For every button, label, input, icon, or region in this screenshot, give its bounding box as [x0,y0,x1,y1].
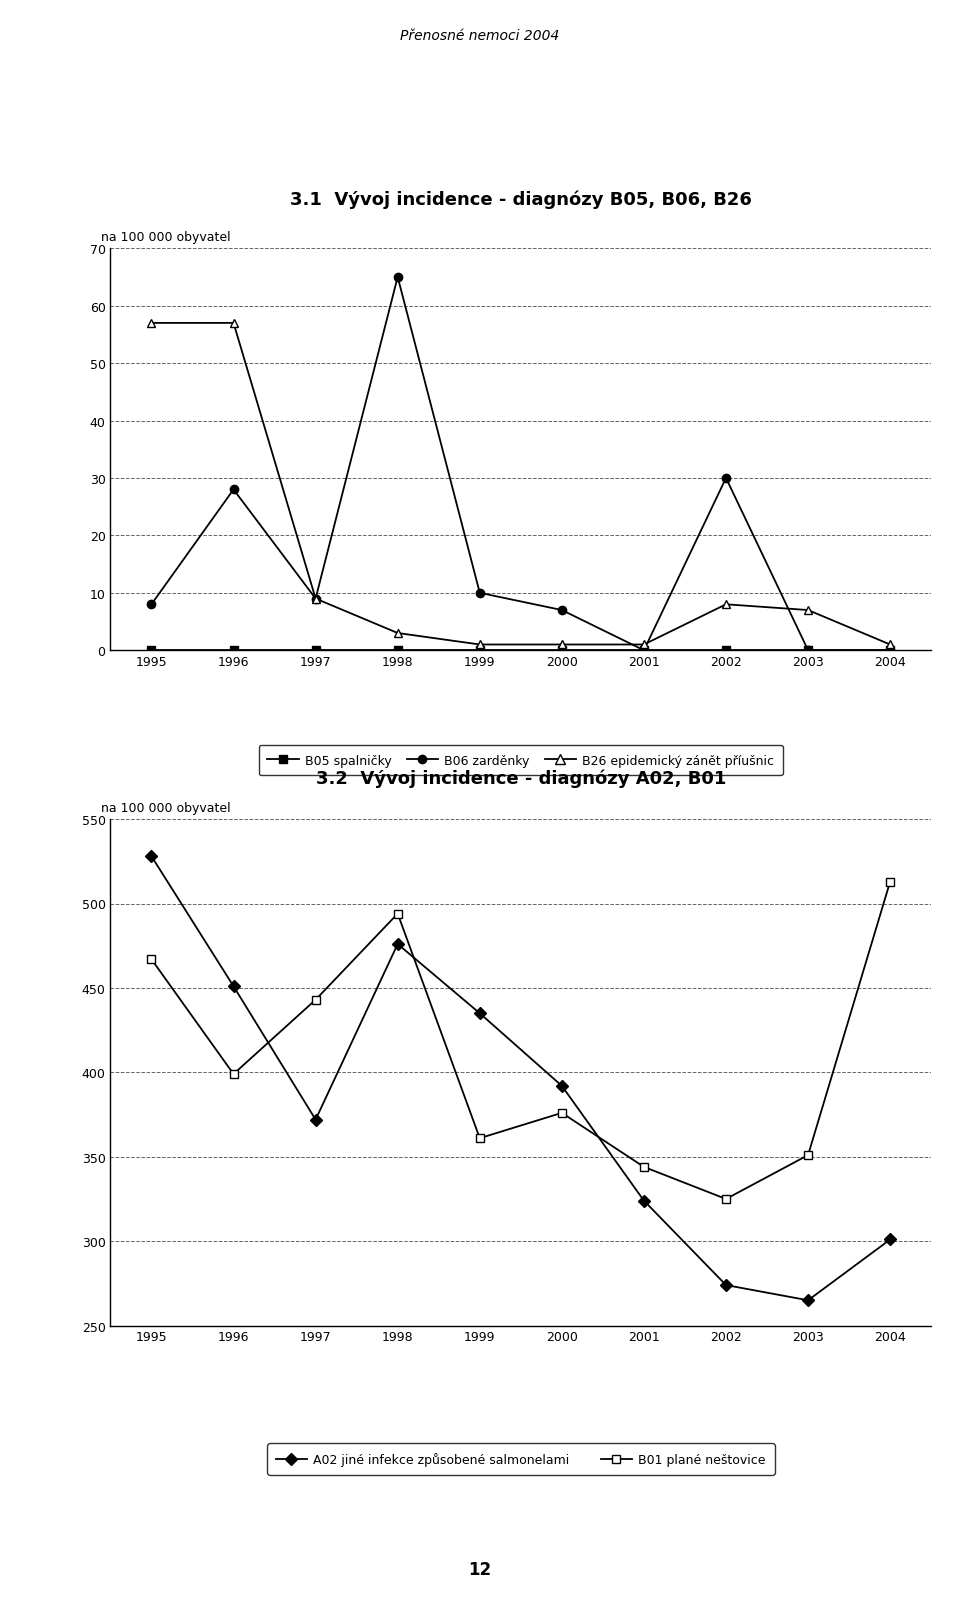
Text: Přenosné nemoci 2004: Přenosné nemoci 2004 [400,29,560,43]
Legend: B05 spalničky, B06 zarděnky, B26 epidemický zánět příušnic: B05 spalničky, B06 zarděnky, B26 epidemi… [259,746,782,776]
Text: 3.2  Vývoj incidence - diagnózy A02, B01: 3.2 Vývoj incidence - diagnózy A02, B01 [316,768,726,787]
Text: 3.1  Vývoj incidence - diagnózy B05, B06, B26: 3.1 Vývoj incidence - diagnózy B05, B06,… [290,190,752,209]
Text: na 100 000 obyvatel: na 100 000 obyvatel [101,231,230,244]
Text: 12: 12 [468,1560,492,1578]
Legend: A02 jiné infekce způsobené salmonelami, B01 plané neštovice: A02 jiné infekce způsobené salmonelami, … [267,1443,775,1475]
Text: na 100 000 obyvatel: na 100 000 obyvatel [101,802,230,815]
